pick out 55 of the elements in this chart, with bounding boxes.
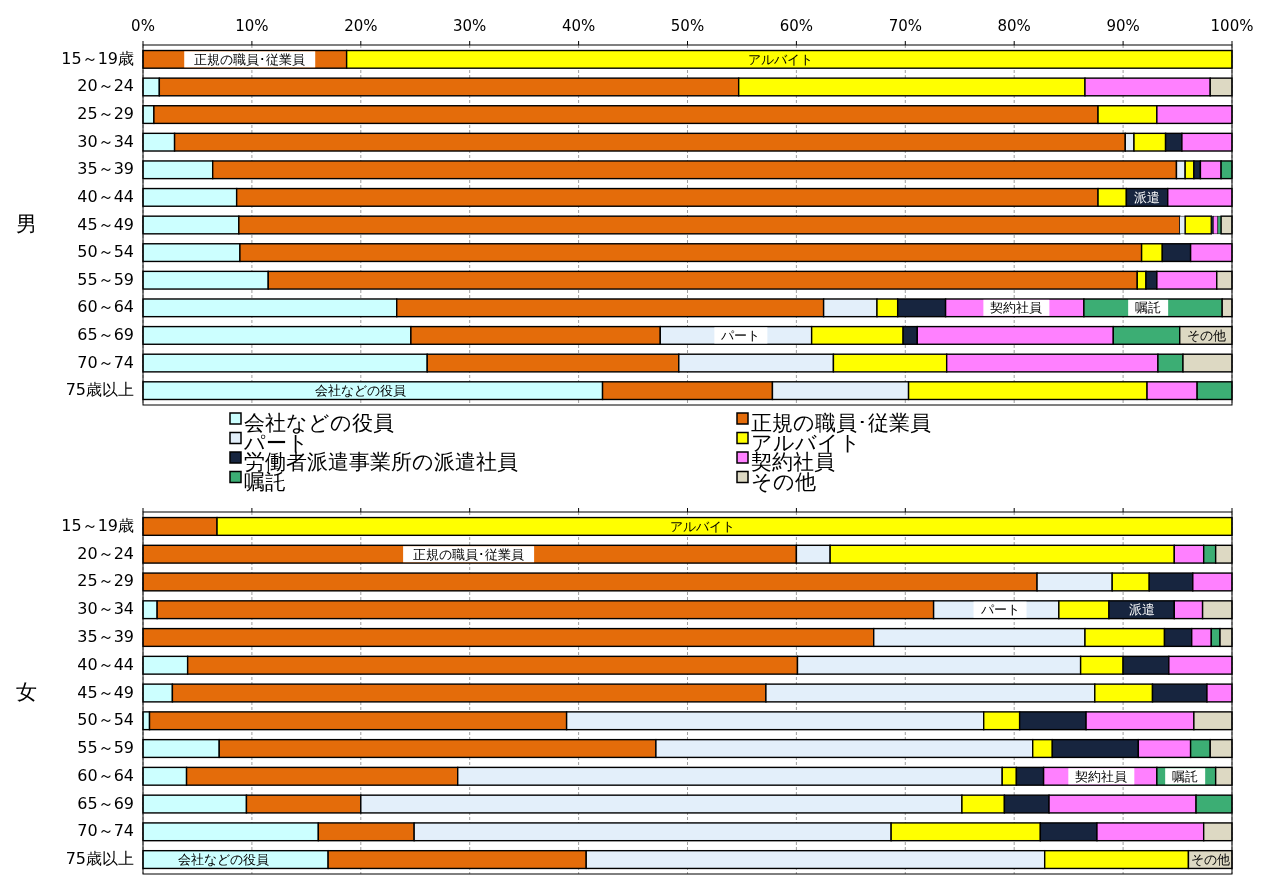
x-tick-label: 50%: [670, 17, 705, 35]
y-tick-label: 25～29: [77, 104, 134, 124]
y-tick-label: 70～74: [77, 821, 134, 841]
x-tick-label: 30%: [453, 17, 487, 35]
annotation: 会社などの役員: [315, 383, 407, 399]
y-tick-label: 40～44: [77, 186, 134, 206]
annotation: アルバイト: [670, 518, 736, 534]
y-tick-label: 25～29: [77, 571, 134, 591]
y-tick-label: 45～49: [77, 682, 134, 702]
annotation: その他: [1190, 852, 1230, 868]
y-axis-title: 女: [15, 680, 37, 704]
y-tick-label: 35～39: [77, 159, 134, 179]
annotation: パート: [720, 327, 761, 343]
annotation: アルバイト: [747, 51, 813, 67]
y-tick-label: 75歳以上: [65, 849, 134, 869]
x-tick-label: 0%: [131, 17, 155, 35]
y-tick-label: 60～64: [77, 765, 134, 785]
y-tick-label: 55～59: [77, 738, 134, 758]
x-tick-label: 60%: [779, 17, 814, 35]
x-tick-label: 40%: [561, 17, 596, 35]
annotation: 正規の職員･従業員: [194, 51, 306, 67]
y-tick-label: 20～24: [77, 543, 134, 563]
annotation: パート: [979, 602, 1020, 618]
y-tick-label: 20～24: [77, 76, 134, 96]
y-tick-label: 30～34: [77, 131, 134, 151]
y-tick-label: 30～34: [77, 599, 134, 619]
y-tick-label: 65～69: [77, 324, 134, 344]
x-tick-label: 100%: [1210, 17, 1254, 35]
annotation: 会社などの役員: [178, 852, 270, 868]
y-tick-label: 60～64: [77, 297, 134, 317]
annotation: 嘱託: [1172, 768, 1199, 784]
annotation: 派遣: [1128, 602, 1155, 618]
y-tick-label: 50～54: [77, 242, 134, 262]
y-tick-label: 55～59: [77, 269, 134, 289]
x-tick-label: 20%: [344, 17, 378, 35]
y-tick-label: 15～19歳: [61, 48, 134, 68]
y-axis-title: 男: [15, 212, 37, 236]
x-tick-label: 70%: [888, 17, 922, 35]
y-tick-label: 40～44: [77, 654, 134, 674]
y-tick-label: 45～49: [77, 214, 134, 234]
y-tick-label: 75歳以上: [65, 380, 134, 400]
annotation: 正規の職員･従業員: [413, 546, 525, 562]
x-tick-label: 80%: [997, 17, 1031, 35]
y-tick-label: 15～19歳: [61, 515, 134, 535]
x-tick-label: 10%: [235, 17, 269, 35]
x-tick-label: 90%: [1106, 17, 1140, 35]
annotation: 派遣: [1134, 189, 1161, 205]
y-tick-label: 35～39: [77, 626, 134, 646]
annotation: 嘱託: [1135, 300, 1162, 316]
annotation: その他: [1187, 327, 1227, 343]
y-tick-label: 65～69: [77, 793, 134, 813]
y-tick-label: 50～54: [77, 710, 134, 730]
y-tick-label: 70～74: [77, 352, 134, 372]
annotation: 契約社員: [990, 300, 1043, 316]
annotation: 契約社員: [1075, 768, 1128, 784]
